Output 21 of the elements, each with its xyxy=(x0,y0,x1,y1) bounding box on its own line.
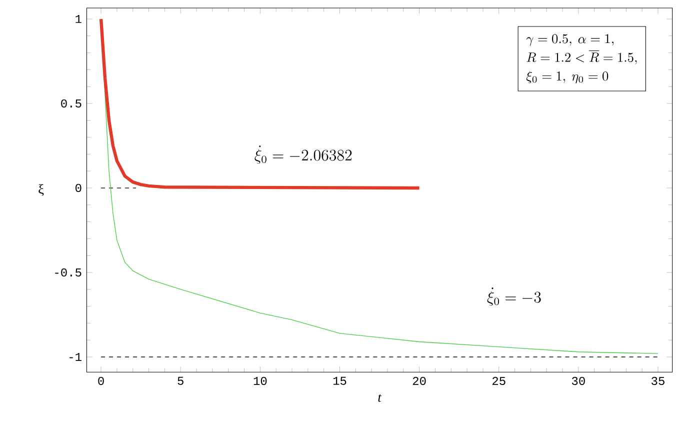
x-axis-title: t xyxy=(378,394,382,402)
x-tick-label: 0 xyxy=(98,376,104,386)
annotation: $\dot{\xi}_0 = -3$ xyxy=(487,288,541,306)
line-series xyxy=(99,17,421,190)
y-axis-title: ξ xyxy=(38,184,44,196)
x-tick-label: 30 xyxy=(572,376,585,386)
x-tick-label: 20 xyxy=(412,376,426,386)
y-tick-label: 1 xyxy=(76,15,82,23)
x-tick-label: 15 xyxy=(333,376,346,385)
y-tick-label: -0.5 xyxy=(55,268,82,277)
x-tick-label: 10 xyxy=(254,376,267,386)
y-tick-label: -1 xyxy=(70,353,82,361)
annotation: $\gamma = 0.5,\ \alpha = 1,$ xyxy=(526,34,614,46)
y-tick-label: 0 xyxy=(76,184,82,192)
annotation: $\xi_0 = 1,\ \eta_0 = 0$ xyxy=(526,71,608,84)
annotation: $\dot{\xi}_0 = -2.06382$ xyxy=(254,146,352,164)
x-tick-label: 25 xyxy=(492,376,506,386)
x-tick-label: 35 xyxy=(652,376,664,386)
y-tick-label: 0.5 xyxy=(61,99,82,108)
x-tick-label: 5 xyxy=(178,376,184,385)
annotation: $R = 1.2 < \overline{R} = 1.5,$ xyxy=(526,50,637,64)
